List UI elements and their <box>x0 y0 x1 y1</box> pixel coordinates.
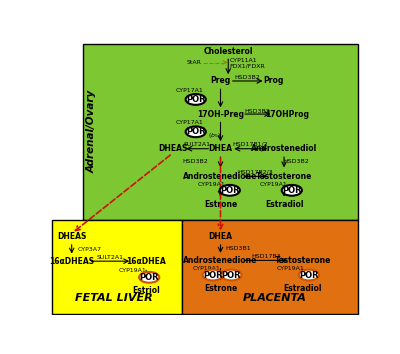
Text: Testosterone: Testosterone <box>256 172 312 181</box>
Text: Adrenal/Ovary: Adrenal/Ovary <box>87 90 97 173</box>
Bar <box>82 44 358 219</box>
Text: Androstenediol: Androstenediol <box>251 144 317 153</box>
Text: DHEAS: DHEAS <box>57 232 86 241</box>
Text: CYP19A1: CYP19A1 <box>259 182 287 187</box>
Text: Estradiol: Estradiol <box>265 200 303 210</box>
Text: Estrone: Estrone <box>204 200 237 210</box>
Ellipse shape <box>299 270 319 280</box>
Text: POR: POR <box>139 273 159 282</box>
Text: DHEA: DHEA <box>208 144 232 153</box>
Text: HSD17B3: HSD17B3 <box>252 254 281 259</box>
Text: HSD3B2: HSD3B2 <box>183 159 208 164</box>
Text: Androstenedione: Androstenedione <box>183 256 258 265</box>
Text: Preg: Preg <box>210 76 231 85</box>
Text: CYP3A7: CYP3A7 <box>78 247 102 252</box>
Text: POR: POR <box>282 186 302 195</box>
Text: Estradiol: Estradiol <box>283 284 322 293</box>
Text: CYP19A1: CYP19A1 <box>118 268 146 273</box>
Text: CYP17A1: CYP17A1 <box>176 88 203 93</box>
Text: 17OH-Preg: 17OH-Preg <box>197 110 244 119</box>
Text: CYP19A1: CYP19A1 <box>276 266 304 270</box>
Ellipse shape <box>221 270 242 280</box>
Text: POR: POR <box>222 270 241 280</box>
Ellipse shape <box>186 94 206 105</box>
Text: PLACENTA: PLACENTA <box>243 293 307 303</box>
Text: HSD3B2: HSD3B2 <box>244 109 270 114</box>
Text: HSD17B2/3: HSD17B2/3 <box>238 169 273 174</box>
Text: FDX1/FDXR: FDX1/FDXR <box>230 63 266 68</box>
Text: DHEA: DHEA <box>208 232 232 241</box>
Text: 16αDHEA: 16αDHEA <box>126 257 166 266</box>
Text: CYP19A1: CYP19A1 <box>197 182 225 187</box>
Text: DHEAS: DHEAS <box>158 144 187 153</box>
Text: CYP17A1: CYP17A1 <box>176 120 203 125</box>
Text: Prog: Prog <box>263 76 283 85</box>
Text: POR: POR <box>186 127 206 136</box>
Text: POR: POR <box>203 270 222 280</box>
Text: Testosterone: Testosterone <box>274 256 331 265</box>
Text: Estriol: Estriol <box>132 286 160 295</box>
Bar <box>182 219 358 314</box>
Text: POR: POR <box>299 270 319 280</box>
Text: POR: POR <box>186 95 206 104</box>
Text: Estrone: Estrone <box>204 284 237 293</box>
Text: StAR: StAR <box>187 60 202 65</box>
Text: CYP11A1: CYP11A1 <box>230 58 258 63</box>
Text: Androstenedione: Androstenedione <box>183 172 258 181</box>
Text: CYP19A1: CYP19A1 <box>193 266 220 270</box>
Text: 17OHProg: 17OHProg <box>265 110 309 119</box>
Text: HSD3B2: HSD3B2 <box>234 75 260 80</box>
Text: 16αDHEAS: 16αDHEAS <box>49 257 94 266</box>
Ellipse shape <box>220 185 240 196</box>
Bar <box>52 219 182 314</box>
Text: SULT2A1: SULT2A1 <box>184 142 211 147</box>
Text: HSD3B2: HSD3B2 <box>284 159 309 164</box>
Text: HSD17B1/2: HSD17B1/2 <box>232 142 268 147</box>
Ellipse shape <box>186 126 206 137</box>
Text: FETAL LIVER: FETAL LIVER <box>75 293 152 303</box>
Text: Cholesterol: Cholesterol <box>204 47 253 56</box>
Ellipse shape <box>139 272 159 283</box>
Text: POR: POR <box>220 186 240 195</box>
Ellipse shape <box>203 270 223 280</box>
Text: HSD3B1: HSD3B1 <box>225 246 251 251</box>
Text: SULT2A1: SULT2A1 <box>97 255 124 260</box>
Ellipse shape <box>282 185 302 196</box>
Text: $(b_5)$: $(b_5)$ <box>208 131 221 140</box>
